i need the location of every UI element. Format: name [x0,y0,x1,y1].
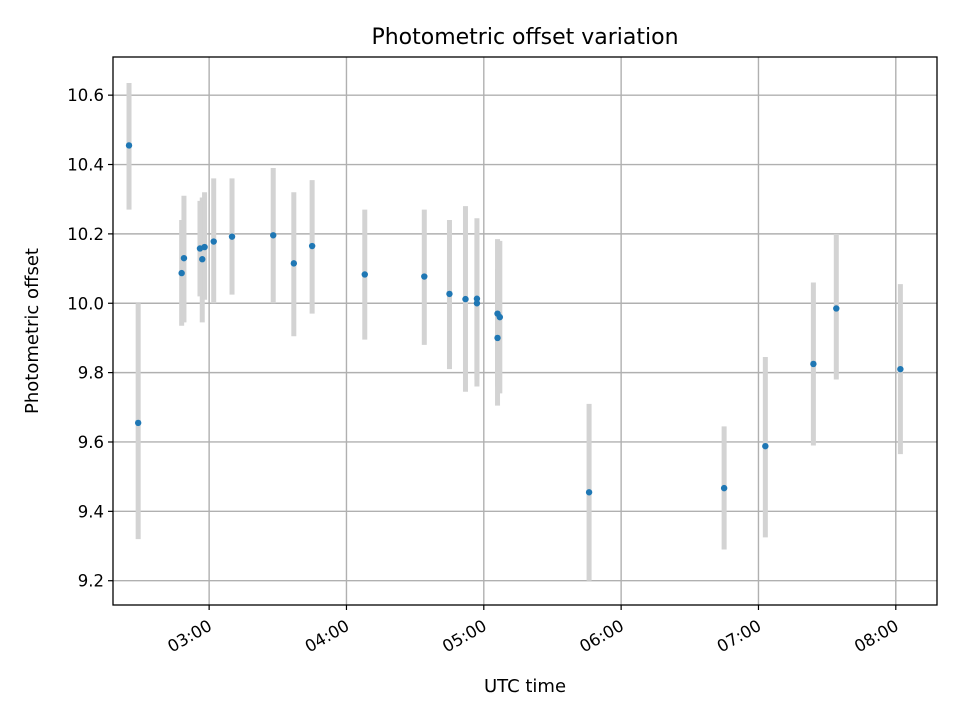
x-axis-label: UTC time [484,676,566,697]
x-tick-label: 05:00 [439,616,490,656]
data-point [290,260,298,267]
data-point [833,305,840,312]
data-point [421,273,428,280]
data-point [462,295,469,303]
data-point [720,484,728,492]
y-tick-label: 9.2 [78,572,104,591]
data-point [199,256,206,263]
y-axis-label: Photometric offset [22,248,43,414]
data-point [178,269,185,277]
x-tick-label: 08:00 [851,616,902,656]
data-point [446,290,453,298]
data-point [308,242,316,250]
data-point [762,442,769,450]
y-tick-label: 10.2 [67,225,104,244]
data-point [201,243,208,251]
grid-layer [113,57,937,605]
data-point [473,300,481,307]
data-point [180,254,188,262]
data-point [228,233,236,240]
x-tick-label: 03:00 [164,616,215,656]
data-point [494,334,501,342]
x-tick-layer: 03:00 04:00 05:00 06:00 07:00 08:00 [164,605,902,656]
chart-title: Photometric offset variation [371,25,678,50]
y-tick-label: 10.0 [67,294,104,313]
data-point [473,295,481,302]
x-tick-label: 04:00 [302,616,353,656]
y-tick-label: 10.4 [67,156,104,175]
data-point [134,419,142,427]
data-point [125,142,133,149]
y-tick-layer: 9.2 9.4 9.6 9.8 10.0 10.2 10.4 10.6 [67,86,113,591]
data-point [361,271,368,278]
errorbar-layer [126,83,903,581]
data-point [585,489,593,496]
data-point [270,232,277,239]
y-tick-label: 9.6 [78,433,104,452]
point-layer [125,142,904,496]
data-point [210,238,217,245]
data-point [897,365,904,373]
plot-frame [112,56,938,606]
data-point [810,360,817,368]
y-tick-label: 10.6 [67,86,104,105]
x-tick-label: 06:00 [576,616,627,656]
data-point [496,313,504,321]
x-tick-label: 07:00 [714,616,765,656]
y-tick-label: 9.4 [78,502,104,521]
y-tick-label: 9.8 [78,364,104,383]
